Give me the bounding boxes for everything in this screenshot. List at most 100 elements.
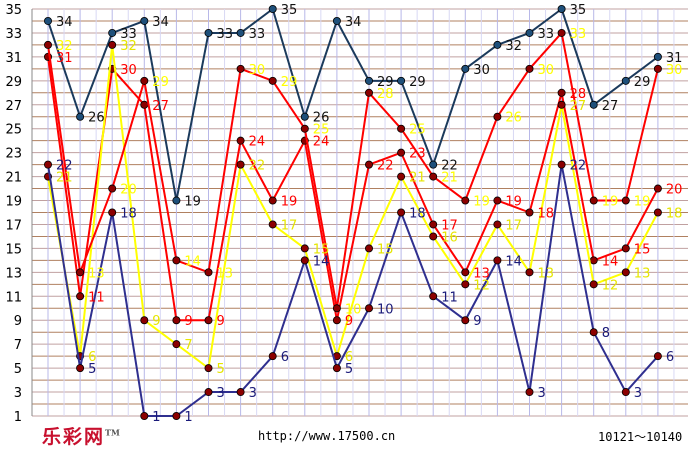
y-tick-label: 21 bbox=[5, 171, 22, 186]
data-label: 35 bbox=[281, 3, 298, 18]
data-label: 6 bbox=[345, 350, 353, 365]
data-point bbox=[525, 28, 534, 37]
data-label: 22 bbox=[441, 159, 458, 174]
data-label: 30 bbox=[538, 63, 555, 78]
data-label: 9 bbox=[152, 314, 160, 329]
data-point bbox=[653, 208, 662, 217]
data-point bbox=[236, 136, 245, 145]
data-label: 17 bbox=[281, 218, 298, 233]
data-point bbox=[364, 160, 373, 169]
data-label: 33 bbox=[249, 27, 266, 42]
data-point bbox=[236, 388, 245, 397]
data-label: 22 bbox=[56, 159, 73, 174]
data-point bbox=[268, 220, 277, 229]
data-label: 26 bbox=[88, 111, 105, 126]
series-0 bbox=[44, 5, 662, 205]
data-point bbox=[140, 16, 149, 25]
data-point bbox=[268, 5, 277, 13]
series-4 bbox=[44, 28, 662, 313]
data-label: 35 bbox=[570, 3, 587, 18]
data-point bbox=[653, 184, 662, 193]
y-tick-label: 27 bbox=[5, 99, 22, 114]
data-label: 28 bbox=[377, 87, 394, 102]
data-label: 19 bbox=[473, 195, 490, 210]
data-label: 11 bbox=[88, 290, 105, 305]
data-label: 8 bbox=[602, 326, 610, 341]
data-label: 20 bbox=[120, 183, 137, 198]
data-label: 26 bbox=[313, 111, 330, 126]
data-point bbox=[557, 88, 566, 97]
data-point bbox=[268, 352, 277, 361]
data-point bbox=[140, 76, 149, 85]
y-tick-label: 1 bbox=[14, 410, 22, 425]
data-point bbox=[236, 64, 245, 73]
y-tick-label: 33 bbox=[5, 27, 22, 42]
data-label: 21 bbox=[441, 171, 458, 186]
data-label: 32 bbox=[120, 39, 137, 54]
data-label: 33 bbox=[570, 27, 587, 42]
data-label: 30 bbox=[120, 63, 137, 78]
data-point bbox=[557, 100, 566, 109]
data-point bbox=[108, 40, 117, 49]
data-point bbox=[300, 256, 309, 265]
series-2 bbox=[44, 40, 662, 373]
data-point bbox=[76, 364, 85, 373]
data-label: 22 bbox=[249, 159, 266, 174]
data-point bbox=[236, 28, 245, 37]
data-label: 19 bbox=[281, 195, 298, 210]
data-point bbox=[76, 112, 85, 121]
data-label: 10 bbox=[377, 302, 394, 317]
data-point bbox=[172, 196, 181, 205]
data-label: 13 bbox=[88, 266, 105, 281]
data-label: 21 bbox=[409, 171, 426, 186]
data-point bbox=[589, 100, 598, 109]
data-label: 9 bbox=[217, 314, 225, 329]
data-point bbox=[172, 411, 181, 420]
data-point bbox=[140, 100, 149, 109]
data-label: 30 bbox=[473, 63, 490, 78]
data-label: 29 bbox=[281, 75, 298, 90]
y-tick-label: 5 bbox=[14, 362, 22, 377]
data-point bbox=[204, 268, 213, 277]
series-3 bbox=[44, 160, 662, 420]
data-point bbox=[364, 76, 373, 85]
data-label: 28 bbox=[570, 87, 587, 102]
data-label: 34 bbox=[345, 15, 362, 30]
data-label: 18 bbox=[538, 207, 555, 222]
data-point bbox=[236, 160, 245, 169]
data-label: 23 bbox=[409, 147, 426, 162]
data-label: 21 bbox=[56, 171, 73, 186]
data-label: 29 bbox=[377, 75, 394, 90]
y-tick-label: 35 bbox=[5, 3, 22, 18]
data-label: 9 bbox=[473, 314, 481, 329]
footer-url[interactable]: http://www.17500.cn bbox=[258, 429, 396, 443]
data-label: 17 bbox=[505, 218, 522, 233]
data-label: 1 bbox=[184, 410, 192, 425]
data-label: 31 bbox=[56, 51, 73, 66]
data-point bbox=[461, 316, 470, 325]
series-line bbox=[47, 43, 659, 370]
data-label: 3 bbox=[249, 386, 257, 401]
data-point bbox=[493, 256, 502, 265]
data-label: 19 bbox=[634, 195, 651, 210]
y-tick-label: 17 bbox=[5, 218, 22, 233]
data-label: 31 bbox=[666, 51, 683, 66]
data-point bbox=[172, 340, 181, 349]
series-line bbox=[47, 56, 659, 322]
y-tick-label: 23 bbox=[5, 147, 22, 162]
data-point bbox=[332, 16, 341, 25]
site-logo: 乐彩网TM bbox=[42, 422, 120, 449]
data-label: 5 bbox=[88, 362, 96, 377]
data-label: 5 bbox=[345, 362, 353, 377]
data-label: 19 bbox=[602, 195, 619, 210]
footer-range: 10121～10140 bbox=[598, 430, 683, 444]
data-point bbox=[300, 124, 309, 133]
series-1 bbox=[44, 52, 662, 325]
data-point bbox=[621, 268, 630, 277]
data-point bbox=[525, 208, 534, 217]
data-point bbox=[557, 28, 566, 37]
data-label: 6 bbox=[281, 350, 289, 365]
data-label: 14 bbox=[602, 254, 619, 269]
data-point bbox=[589, 256, 598, 265]
